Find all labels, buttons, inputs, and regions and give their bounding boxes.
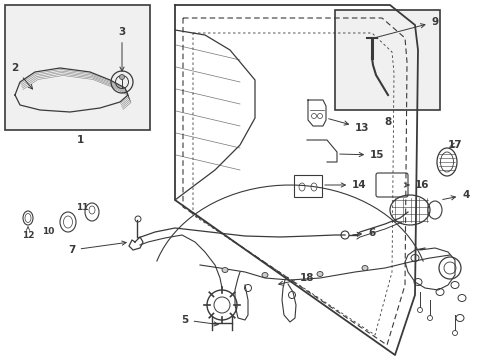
Ellipse shape [120, 75, 124, 80]
Text: 14: 14 [325, 180, 367, 190]
Text: 8: 8 [384, 117, 392, 127]
Text: 17: 17 [448, 140, 462, 150]
Bar [5, 5, 150, 130]
Ellipse shape [262, 273, 268, 278]
Text: 3: 3 [119, 27, 125, 71]
Text: 13: 13 [329, 119, 369, 133]
Bar [294, 175, 322, 197]
Text: 12: 12 [22, 227, 34, 239]
Text: 5: 5 [181, 315, 218, 326]
Text: 7: 7 [68, 241, 126, 255]
Text: 2: 2 [11, 63, 32, 89]
Text: 6: 6 [353, 228, 375, 238]
Text: 10: 10 [42, 228, 54, 237]
Text: 18: 18 [279, 273, 315, 285]
Ellipse shape [222, 267, 228, 273]
Text: 4: 4 [443, 190, 469, 200]
Bar [335, 10, 440, 110]
Ellipse shape [317, 271, 323, 276]
Text: 11: 11 [76, 203, 88, 212]
Ellipse shape [362, 266, 368, 270]
Text: 15: 15 [340, 150, 385, 160]
Text: 9: 9 [377, 17, 439, 37]
Text: 16: 16 [404, 180, 430, 190]
Text: 1: 1 [76, 135, 84, 145]
